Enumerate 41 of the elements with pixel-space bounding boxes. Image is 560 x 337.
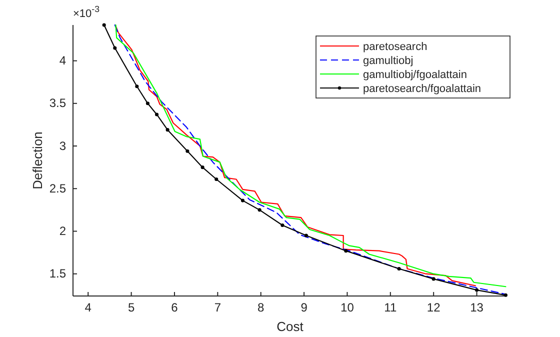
point — [397, 266, 401, 271]
x-tick-label: 13 — [470, 300, 484, 315]
point — [135, 84, 139, 88]
x-tick-label: 5 — [128, 300, 135, 315]
x-tick-label: 11 — [384, 300, 397, 315]
y-tick-label: 4 — [59, 54, 66, 68]
point — [166, 128, 170, 132]
x-tick-label: 9 — [300, 300, 308, 315]
y-tick-label: 3.5 — [49, 96, 66, 110]
legend-label: paretosearch — [363, 41, 428, 53]
point — [280, 223, 284, 228]
point — [504, 293, 508, 297]
point — [200, 166, 204, 170]
x-tick-label: 12 — [426, 300, 441, 315]
text: ×10$^{-3}$ — [73, 4, 100, 20]
legend-label: gamultiobj — [363, 55, 414, 67]
y-axis-title: Deflection — [30, 132, 45, 190]
y-tick-label: 2 — [59, 224, 66, 238]
point — [432, 277, 436, 281]
point — [102, 23, 106, 27]
point — [214, 177, 218, 182]
point — [113, 46, 117, 50]
y-tick-label: 3 — [59, 138, 66, 153]
point — [154, 112, 159, 116]
point — [474, 288, 479, 292]
point — [146, 102, 150, 106]
x-tick-label: 7 — [214, 300, 222, 315]
legend-label: paretosearch/fgoalattain — [363, 83, 482, 95]
point — [344, 249, 348, 253]
point — [186, 149, 190, 153]
point — [240, 198, 244, 202]
point — [258, 208, 262, 212]
legend-label: gamultiobj/fgoalattain — [363, 69, 467, 81]
x-axis-title: Cost — [276, 319, 304, 334]
x-tick-label: 4 — [84, 300, 92, 315]
y-tick-label: 1.5 — [49, 266, 66, 281]
y-tick-label: 2.5 — [49, 181, 66, 196]
point — [304, 234, 308, 238]
x-tick-label: 10 — [340, 300, 354, 315]
x-tick-label: 6 — [171, 300, 178, 315]
x-tick-label: 8 — [258, 300, 265, 315]
